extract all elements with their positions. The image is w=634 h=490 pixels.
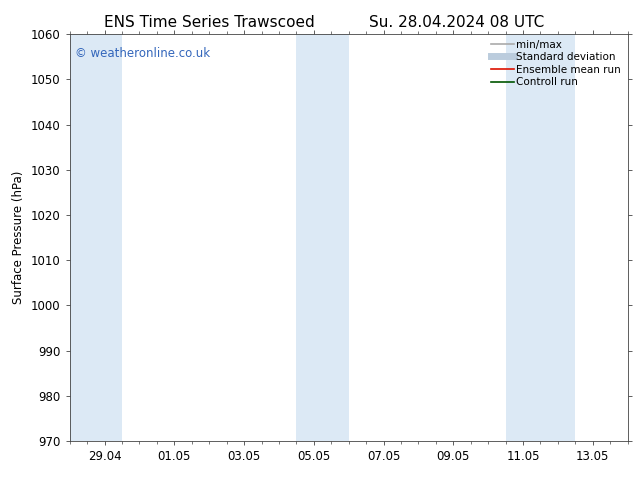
Bar [296, 34, 349, 441]
Text: © weatheronline.co.uk: © weatheronline.co.uk [75, 47, 210, 59]
Bar [70, 34, 122, 441]
Text: ENS Time Series Trawscoed: ENS Time Series Trawscoed [104, 15, 314, 30]
Y-axis label: Surface Pressure (hPa): Surface Pressure (hPa) [13, 171, 25, 304]
Bar [505, 34, 575, 441]
Text: Su. 28.04.2024 08 UTC: Su. 28.04.2024 08 UTC [369, 15, 544, 30]
Legend: min/max, Standard deviation, Ensemble mean run, Controll run: min/max, Standard deviation, Ensemble me… [489, 37, 624, 89]
